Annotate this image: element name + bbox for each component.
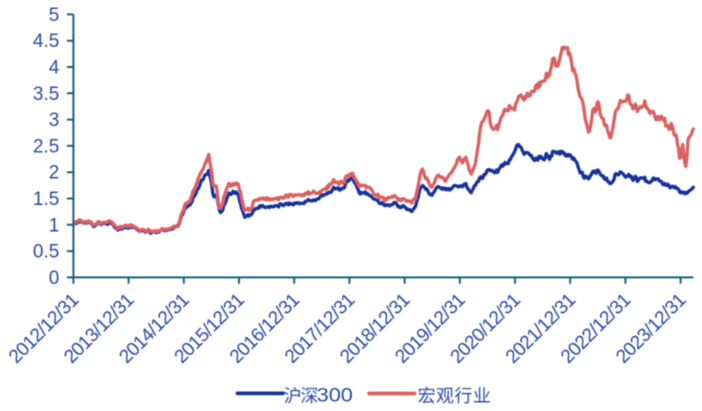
svg-text:4: 4	[49, 58, 60, 79]
svg-text:3: 3	[49, 110, 60, 131]
svg-text:4.5: 4.5	[33, 31, 59, 52]
svg-text:2.5: 2.5	[33, 136, 59, 157]
svg-text:1.5: 1.5	[33, 189, 59, 210]
svg-text:1: 1	[49, 215, 60, 236]
svg-text:2: 2	[49, 163, 60, 184]
svg-text:0.5: 0.5	[33, 242, 59, 263]
svg-text:0: 0	[49, 268, 60, 289]
svg-text:3.5: 3.5	[33, 84, 59, 105]
svg-text:5: 5	[49, 5, 60, 26]
svg-text:300: 300	[317, 385, 353, 406]
